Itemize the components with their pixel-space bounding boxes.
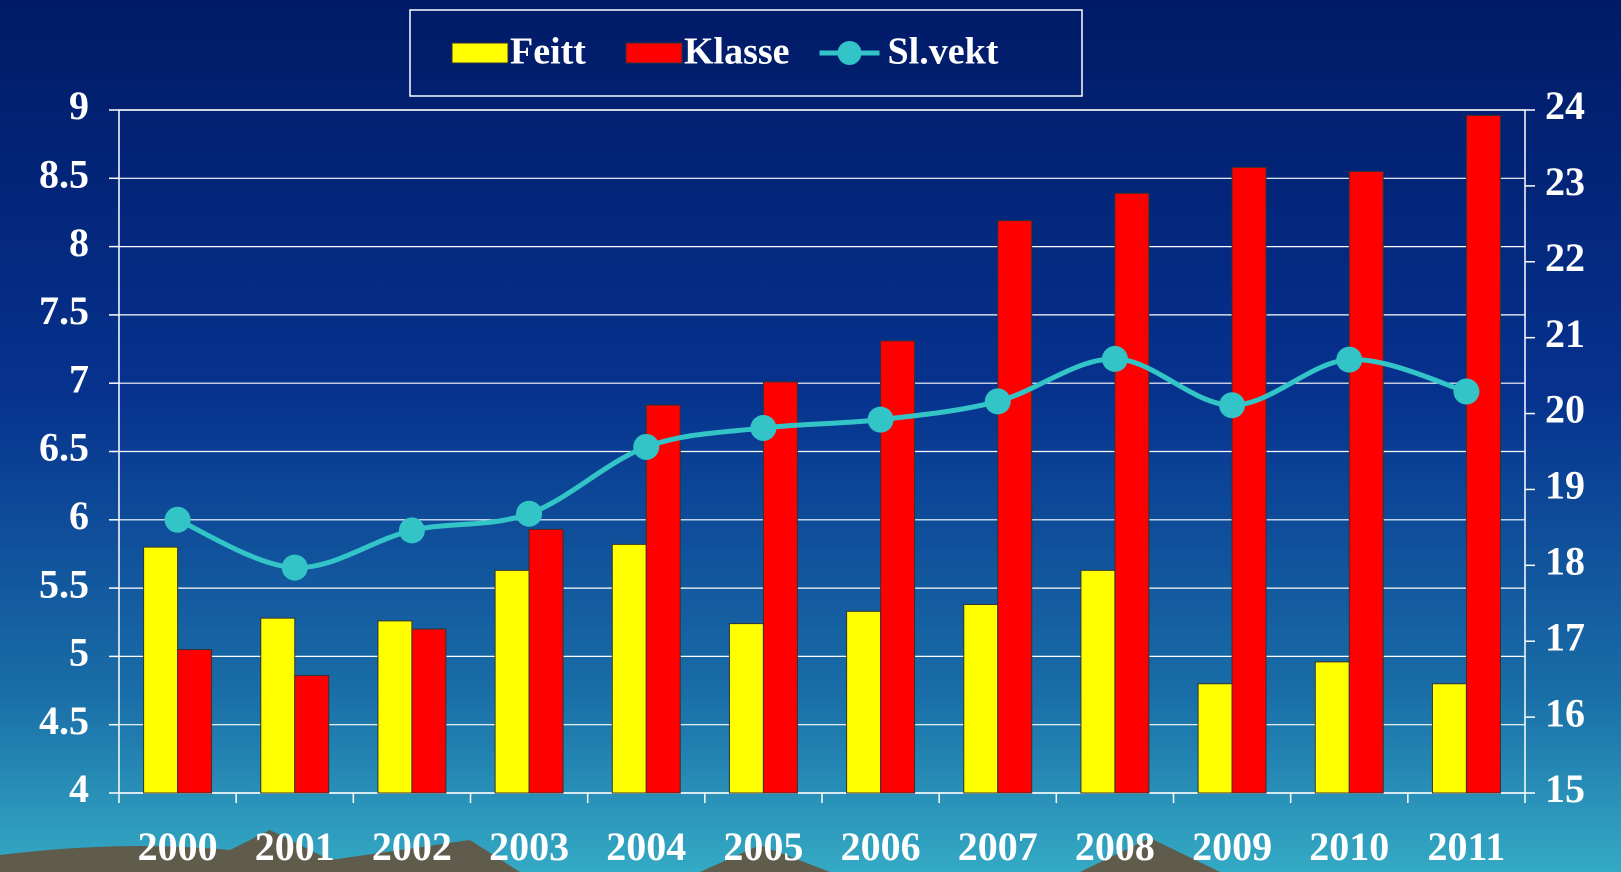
- y-tick-label: 4.5: [39, 698, 89, 743]
- line-marker: [281, 554, 308, 581]
- bar: [728, 623, 764, 794]
- legend-label: Feitt: [510, 31, 586, 73]
- y-tick-label: 7.5: [39, 288, 89, 333]
- bar: [963, 603, 999, 794]
- bar: [260, 617, 296, 794]
- bar: [997, 220, 1033, 794]
- x-tick-label: 2000: [138, 824, 218, 869]
- legend-swatch: [837, 41, 862, 65]
- bar: [1080, 569, 1116, 794]
- legend-swatch: [451, 42, 509, 64]
- y-tick-label: 5: [69, 630, 89, 675]
- x-tick-label: 2004: [606, 824, 686, 869]
- y-tick-label: 8: [69, 220, 89, 265]
- bar: [762, 381, 798, 794]
- line-marker: [1336, 346, 1363, 373]
- bar: [611, 543, 647, 794]
- x-tick-label: 2010: [1309, 824, 1389, 869]
- line-marker: [1219, 392, 1246, 419]
- x-tick-label: 2002: [372, 824, 452, 869]
- y-tick-label: 7: [69, 356, 89, 401]
- legend-swatch: [625, 42, 683, 64]
- bar: [1465, 114, 1501, 794]
- bar: [143, 546, 179, 794]
- y-tick-label: 4: [69, 766, 89, 811]
- bar: [1348, 170, 1384, 794]
- legend-box: [409, 9, 1083, 97]
- y-tick-label: 6.5: [39, 425, 89, 470]
- bar: [645, 404, 681, 794]
- y-tick-label: 9: [69, 83, 89, 128]
- y-tick-label: 5.5: [39, 561, 89, 606]
- x-tick-label: 2011: [1428, 824, 1506, 869]
- x-tick-label: 2008: [1075, 824, 1155, 869]
- bar: [1431, 683, 1467, 794]
- y2-tick-label: 15: [1545, 766, 1585, 811]
- bar: [846, 610, 882, 794]
- line-marker: [867, 406, 894, 433]
- x-tick-label: 2006: [841, 824, 921, 869]
- bar: [528, 528, 564, 794]
- bar: [177, 649, 213, 794]
- bar: [1231, 166, 1267, 794]
- x-tick-label: 2007: [958, 824, 1038, 869]
- bar: [411, 628, 447, 794]
- bar: [1197, 683, 1233, 794]
- line-marker: [164, 506, 191, 533]
- y2-tick-label: 18: [1545, 539, 1585, 584]
- y2-tick-label: 20: [1545, 387, 1585, 432]
- x-tick-label: 2005: [723, 824, 803, 869]
- bar: [494, 569, 530, 794]
- bar: [1114, 192, 1150, 794]
- x-tick-label: 2009: [1192, 824, 1272, 869]
- line-marker: [1453, 378, 1480, 405]
- mountains: [0, 830, 1220, 872]
- line: [176, 356, 1468, 571]
- bar: [1314, 661, 1350, 794]
- y2-tick-label: 22: [1545, 235, 1585, 280]
- legend-label: Klasse: [684, 31, 790, 73]
- line-marker: [398, 517, 425, 544]
- y-tick-label: 6: [69, 493, 89, 538]
- bar: [377, 620, 413, 794]
- y2-tick-label: 23: [1545, 159, 1585, 204]
- bar: [294, 675, 330, 794]
- x-tick-label: 2001: [255, 824, 335, 869]
- y2-tick-label: 19: [1545, 463, 1585, 508]
- y-tick-label: 8.5: [39, 151, 89, 196]
- legend-label: Sl.vekt: [888, 31, 999, 73]
- y2-tick-label: 21: [1545, 311, 1585, 356]
- line-marker: [1101, 345, 1128, 372]
- line-marker: [516, 500, 543, 527]
- line-marker: [633, 433, 660, 460]
- x-tick-label: 2003: [489, 824, 569, 869]
- line-marker: [984, 388, 1011, 415]
- y2-tick-label: 24: [1545, 83, 1585, 128]
- y2-tick-label: 16: [1545, 690, 1585, 735]
- y2-tick-label: 17: [1545, 614, 1585, 659]
- line-marker: [750, 414, 777, 441]
